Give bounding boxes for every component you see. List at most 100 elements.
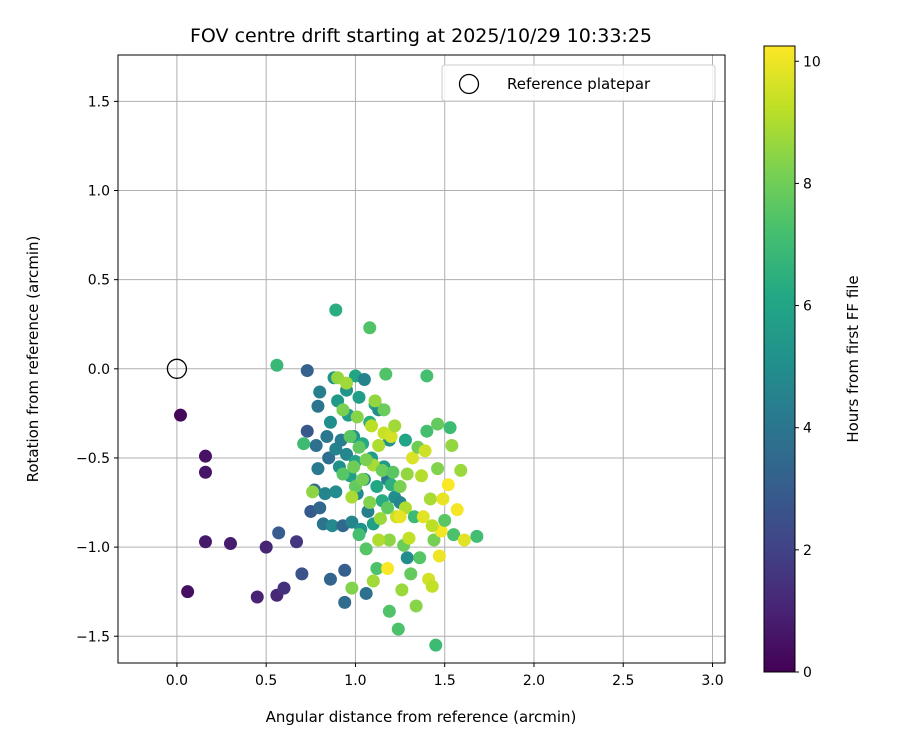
y-tick-label: −0.5 <box>76 451 110 467</box>
chart-title: FOV centre drift starting at 2025/10/29 … <box>190 25 652 47</box>
data-point <box>352 440 366 454</box>
data-point <box>318 487 332 501</box>
legend-label: Reference platepar <box>507 75 651 93</box>
data-point <box>363 321 377 335</box>
data-point <box>277 581 291 595</box>
data-point <box>181 585 195 599</box>
data-point <box>300 364 314 378</box>
data-point <box>384 430 398 444</box>
data-point <box>391 622 405 636</box>
data-point <box>423 492 437 506</box>
data-point <box>329 303 343 317</box>
data-point <box>343 430 357 444</box>
data-point <box>357 373 371 387</box>
data-point <box>359 586 373 600</box>
data-point <box>322 451 336 465</box>
x-tick-label: 2.0 <box>523 673 545 689</box>
data-point <box>418 444 432 458</box>
data-point <box>340 376 354 390</box>
data-point <box>198 465 212 479</box>
data-point <box>443 421 457 435</box>
colorbar-label: Hours from first FF file <box>844 275 862 442</box>
data-point <box>311 462 325 476</box>
data-point <box>388 419 402 433</box>
colorbar-gradient <box>763 45 796 673</box>
colorbar-tick-label: 0 <box>803 665 812 681</box>
data-point <box>470 529 484 543</box>
data-point <box>398 433 412 447</box>
data-point <box>409 599 423 613</box>
x-axis-ticks: 0.0 0.5 1.0 1.5 2.0 2.5 3.0 <box>166 663 724 689</box>
data-point <box>300 424 314 438</box>
x-tick-label: 3.0 <box>701 673 723 689</box>
data-point <box>432 549 446 563</box>
data-point <box>336 403 350 417</box>
data-point <box>345 581 359 595</box>
data-point <box>381 562 395 576</box>
y-tick-label: 0.5 <box>88 273 110 289</box>
data-point <box>438 513 452 527</box>
data-point <box>313 501 327 515</box>
data-point <box>420 369 434 383</box>
data-point <box>359 453 373 467</box>
data-point <box>441 478 455 492</box>
data-point <box>368 394 382 408</box>
colorbar-tick-label: 6 <box>803 299 812 315</box>
data-point <box>372 533 386 547</box>
data-point <box>352 528 366 542</box>
y-axis-ticks: −1.5 −1.0 −0.5 0.0 0.5 1.0 1.5 <box>76 94 118 645</box>
data-point <box>431 462 445 476</box>
data-point <box>366 574 380 588</box>
data-point <box>290 535 304 549</box>
y-tick-label: −1.0 <box>76 540 110 556</box>
data-point <box>407 510 421 524</box>
colorbar-tick-label: 2 <box>803 543 812 559</box>
x-tick-label: 2.5 <box>612 673 634 689</box>
data-point <box>420 424 434 438</box>
data-point <box>393 479 407 493</box>
y-tick-label: 1.0 <box>88 184 110 200</box>
x-axis-label: Angular distance from reference (arcmin) <box>266 708 577 726</box>
data-point <box>338 563 352 577</box>
data-point <box>370 562 384 576</box>
data-point <box>365 419 379 433</box>
data-points <box>166 303 484 652</box>
data-point <box>373 512 387 526</box>
data-point <box>400 467 414 481</box>
data-point <box>406 451 420 465</box>
plot-frame <box>117 54 726 664</box>
colorbar-tick-label: 8 <box>803 176 812 192</box>
y-tick-label: 0.0 <box>88 362 110 378</box>
data-point <box>402 531 416 545</box>
data-point <box>381 501 395 515</box>
data-point <box>329 485 343 499</box>
data-point <box>350 410 364 424</box>
y-axis-label: Rotation from reference (arcmin) <box>24 236 42 483</box>
legend-box <box>441 64 716 102</box>
data-point <box>272 526 286 540</box>
data-point <box>309 438 323 452</box>
data-point <box>295 567 309 581</box>
data-point <box>382 533 396 547</box>
data-point <box>306 485 320 499</box>
data-point <box>415 469 428 483</box>
data-point <box>450 503 464 517</box>
data-point <box>223 537 237 551</box>
y-tick-label: 1.5 <box>88 94 110 110</box>
data-point <box>416 510 430 524</box>
data-point <box>198 535 212 549</box>
data-point <box>320 430 334 444</box>
data-point <box>259 540 273 554</box>
legend-marker-reference <box>458 73 480 95</box>
data-point <box>425 579 439 593</box>
data-point <box>340 447 354 461</box>
data-point <box>313 385 327 399</box>
x-tick-label: 0.5 <box>255 673 277 689</box>
data-point <box>382 604 396 618</box>
data-point <box>370 479 384 493</box>
data-point <box>425 519 439 533</box>
data-point <box>270 358 284 372</box>
data-point <box>198 449 212 463</box>
